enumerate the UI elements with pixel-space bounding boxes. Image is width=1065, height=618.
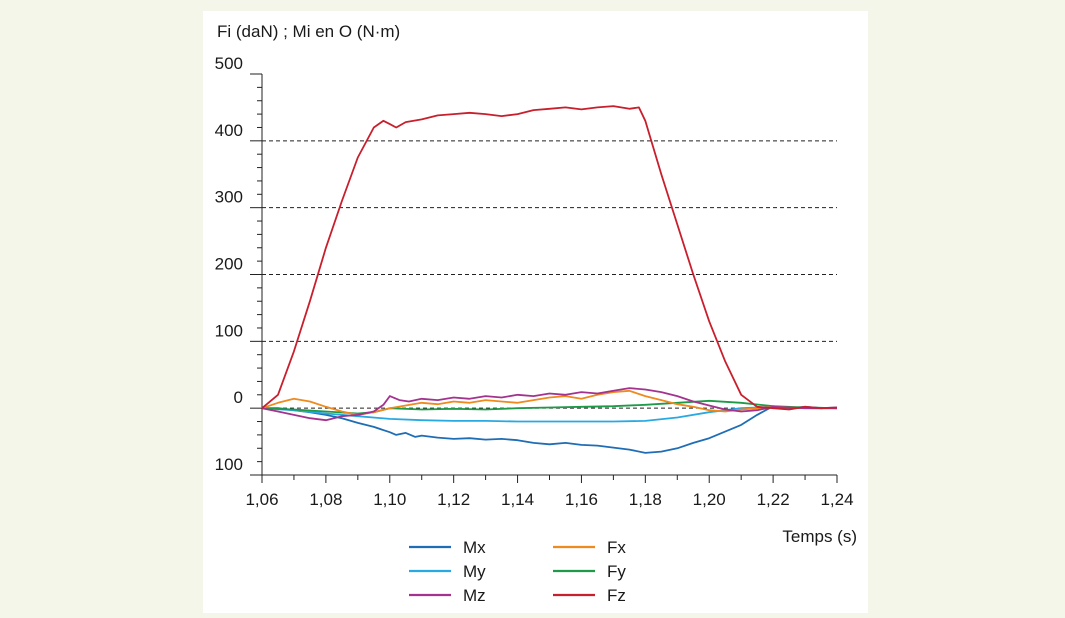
legend-label-mx: Mx	[463, 538, 486, 557]
x-tick-label: 1,20	[693, 490, 726, 509]
legend-label-mz: Mz	[463, 586, 486, 605]
y-tick-label: 500	[215, 54, 243, 73]
chart-panel: Fi (daN) ; Mi en O (N·m) Temps (s) 100 0 1…	[203, 11, 868, 613]
series-line-my	[261, 405, 838, 423]
grid-lines	[262, 140, 837, 409]
legend: Mx My Mz Fx Fy Fz	[409, 538, 626, 605]
y-tick-label: 0	[234, 388, 243, 407]
y-tick-label: 100	[215, 321, 243, 340]
legend-label-my: My	[463, 562, 486, 581]
series-line-fz	[261, 105, 838, 411]
series-line-fy	[261, 399, 838, 415]
x-tick-label: 1,06	[245, 490, 278, 509]
y-tick-label: 400	[215, 121, 243, 140]
series-layer	[261, 105, 838, 454]
x-tick-label: 1,24	[820, 490, 853, 509]
line-chart: Fi (daN) ; Mi en O (N·m) Temps (s) 10001…	[215, 22, 857, 605]
y-tick-label: 200	[215, 255, 243, 274]
y-tick-label: 300	[215, 188, 243, 207]
x-tick-label: 1,14	[501, 490, 534, 509]
x-tick-label: 1,18	[629, 490, 662, 509]
axes: 100 0 100 200 300 400 500 1,06 1,08 1,10 1,12 1,14 1…	[215, 54, 854, 509]
x-tick-label: 1,10	[373, 490, 406, 509]
y-tick-label: 100	[215, 455, 243, 474]
x-tick-label: 1,08	[309, 490, 342, 509]
legend-label-fz: Fz	[607, 586, 626, 605]
legend-label-fy: Fy	[607, 562, 626, 581]
legend-label-fx: Fx	[607, 538, 626, 557]
series-line-mx	[262, 405, 838, 454]
y-axis-title: Fi (daN) ; Mi en O (N·m)	[217, 22, 400, 41]
x-tick-label: 1,16	[565, 490, 598, 509]
x-axis-title: Temps (s)	[782, 527, 857, 546]
series-line-mz	[261, 387, 837, 422]
x-tick-label: 1,12	[437, 490, 470, 509]
series-line-fx	[261, 389, 837, 416]
x-tick-label: 1,22	[757, 490, 790, 509]
